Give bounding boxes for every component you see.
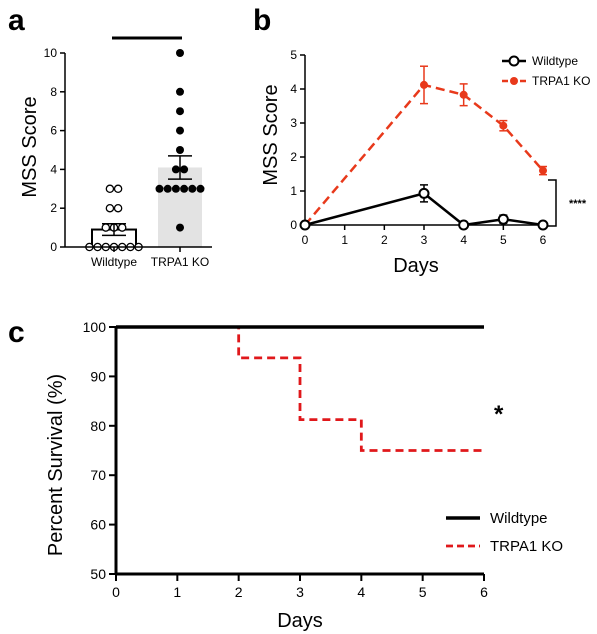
panel-b-x-tick-label: 6: [540, 233, 547, 247]
panel-c-y-tick-label: 60: [90, 517, 106, 533]
panel-b-significance-bracket: [548, 179, 557, 227]
data-point-wildtype: [537, 219, 549, 231]
data-point-trpa1-ko: [180, 165, 189, 174]
panel-c-chart: 50 60 70 80 90 100 0 1 2 3 4 5 6 Wildtype TRPA1 KO Pe…: [45, 319, 563, 632]
data-point-wildtype: [299, 219, 311, 231]
series-line-trpa1-ko: [116, 325, 484, 452]
data-point-trpa1-ko: [420, 80, 428, 89]
panel-b-x-axis-title: Days: [393, 255, 439, 277]
legend-marker-trpa1-ko: [510, 77, 518, 85]
panel-a-y-tick-label: 2: [50, 201, 57, 215]
panel-c-y-tick-label: 70: [90, 467, 106, 483]
panel-c-x-tick-label: 1: [173, 584, 181, 600]
panel-c-y-axis-title: Percent Survival (%): [45, 374, 67, 556]
data-point-wildtype: [113, 184, 123, 194]
data-point-wildtype: [105, 203, 115, 213]
data-point-trpa1-ko: [188, 184, 197, 193]
panel-c-x-tick-label: 3: [296, 584, 304, 600]
panel-b-significance: ****: [569, 198, 587, 210]
panel-a-y-tick-label: 8: [50, 85, 57, 99]
panel-c-letter: c: [8, 316, 25, 349]
panel-a-x-tick-label: Wildtype: [91, 255, 137, 269]
data-point-wildtype: [497, 213, 509, 225]
data-point-wildtype: [105, 184, 115, 194]
panel-b-y-axis-title: MSS Score: [260, 84, 282, 185]
panel-c-y-tick-label: 50: [90, 566, 106, 582]
series-line-trpa1-ko: [304, 83, 544, 226]
data-point-wildtype: [101, 223, 111, 232]
data-point-wildtype: [458, 219, 470, 231]
panel-a-y-tick-label: 6: [50, 124, 57, 138]
data-point-trpa1-ko: [176, 126, 184, 135]
data-point-trpa1-ko: [176, 87, 184, 96]
panel-a-y-axis-title: MSS Score: [19, 96, 41, 197]
panel-b-y-tick-label: 2: [290, 150, 297, 164]
panel-c-x-tick-label: 6: [480, 584, 488, 600]
data-point-wildtype: [117, 223, 127, 232]
panel-c-x-tick-label: 5: [419, 584, 427, 600]
panel-b-letter: b: [253, 4, 271, 37]
data-point-trpa1-ko: [196, 184, 205, 193]
data-point-trpa1-ko: [176, 49, 184, 57]
panel-a-chart: 0 2 4 6 8 10 Wildtype TRPA1 KO MSS Score: [19, 36, 212, 269]
data-point-trpa1-ko: [176, 107, 184, 116]
data-point-trpa1-ko: [176, 223, 184, 232]
legend-label-wildtype: Wildtype: [532, 54, 578, 68]
data-point-trpa1-ko: [163, 184, 172, 193]
panel-c-x-tick-label: 0: [112, 584, 120, 600]
data-point-trpa1-ko: [155, 184, 164, 193]
panel-b-y-tick-label: 1: [290, 184, 297, 198]
panel-a-y-tick-label: 4: [50, 162, 57, 176]
panel-b-x-tick-label: 1: [341, 233, 348, 247]
data-point-wildtype: [418, 187, 430, 199]
panel-c-y-tick-label: 80: [90, 418, 106, 434]
panel-b-y-tick-label: 3: [290, 116, 297, 130]
panel-a-x-tick-label: TRPA1 KO: [151, 255, 209, 269]
panel-b-y-tick-label: 4: [290, 82, 297, 96]
panel-a-y-tick-label: 0: [50, 240, 57, 254]
panel-b-chart: 0 1 2 3 4 5 0 1 2 3 4 5 6 Wildtype TRPA1 KO MSS Score…: [260, 48, 590, 277]
data-point-trpa1-ko: [176, 146, 184, 154]
legend-label-trpa1-ko: TRPA1 KO: [490, 538, 563, 555]
panel-a-letter: a: [8, 4, 25, 37]
panel-b-x-tick-label: 2: [381, 233, 388, 247]
panel-b-x-tick-label: 0: [302, 233, 309, 247]
panel-b-x-tick-label: 4: [460, 233, 467, 247]
panel-c-y-tick-label: 90: [90, 368, 106, 384]
panel-b-y-tick-label: 5: [290, 48, 297, 62]
panel-c-x-tick-label: 4: [357, 584, 365, 600]
panel-c-significance: *: [494, 401, 504, 428]
panel-b-x-tick-label: 3: [421, 233, 428, 247]
data-point-trpa1-ko: [180, 184, 189, 193]
panel-a-y-tick-label: 10: [44, 46, 58, 60]
legend-label-trpa1-ko: TRPA1 KO: [532, 74, 590, 88]
legend-label-wildtype: Wildtype: [490, 510, 548, 527]
data-point-trpa1-ko: [499, 121, 508, 130]
data-point-wildtype: [113, 203, 123, 213]
panel-b-y-tick-label: 0: [290, 218, 297, 232]
panel-b-x-tick-label: 5: [500, 233, 507, 247]
bar-trpa1-ko: [158, 167, 202, 247]
panel-c-x-tick-label: 2: [235, 584, 243, 600]
data-point-trpa1-ko: [171, 184, 180, 193]
legend-marker-wildtype: [508, 55, 520, 67]
panel-c-x-axis-title: Days: [277, 610, 323, 632]
panel-c-y-tick-label: 100: [83, 319, 107, 335]
data-point-trpa1-ko: [459, 90, 468, 99]
data-point-trpa1-ko: [171, 165, 180, 174]
data-point-trpa1-ko: [539, 166, 547, 175]
